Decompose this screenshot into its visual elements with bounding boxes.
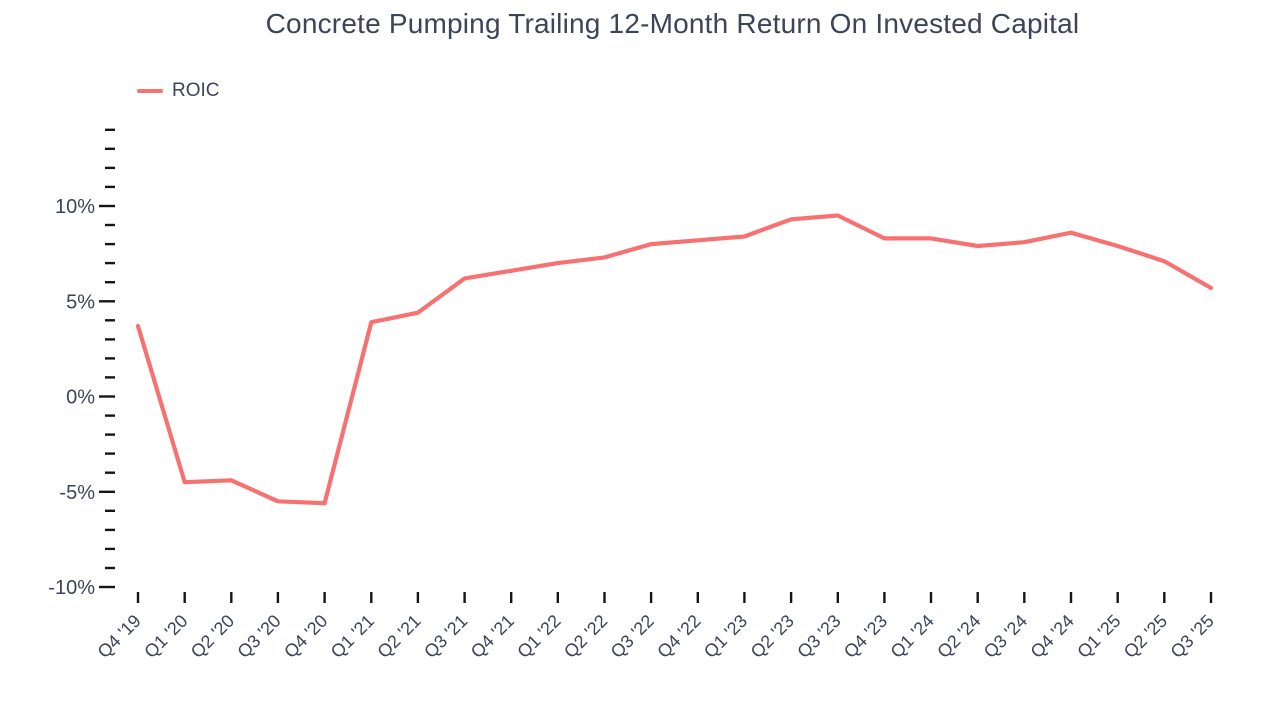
x-axis-tick-label: Q2 '22 [560,611,611,662]
x-axis-tick-label: Q4 '19 [94,611,145,662]
x-axis-tick-label: Q2 '24 [933,611,984,662]
y-axis-tick-label: 0% [66,387,95,409]
x-axis-tick-label: Q1 '23 [700,611,751,662]
x-axis-tick-label: Q1 '20 [140,611,191,662]
x-axis-tick-label: Q3 '20 [233,611,284,662]
x-axis-tick-label: Q4 '22 [653,611,704,662]
x-axis-tick-label: Q1 '24 [887,611,938,662]
x-axis-tick-label: Q1 '21 [327,611,378,662]
legend: ROIC [137,80,220,102]
x-axis-tick-label: Q1 '22 [513,611,564,662]
x-axis-tick-label: Q1 '25 [1073,611,1124,662]
x-axis-tick-label: Q3 '25 [1167,611,1218,662]
x-axis-tick-label: Q2 '23 [747,611,798,662]
x-axis-tick-label: Q3 '23 [793,611,844,662]
y-axis-tick-label: 5% [66,291,95,313]
y-axis-tick-label: 10% [55,196,95,218]
x-axis-tick-label: Q4 '23 [840,611,891,662]
y-axis-tick-label: -10% [48,577,95,599]
x-axis-tick-label: Q4 '24 [1027,611,1078,662]
x-axis-tick-label: Q2 '21 [373,611,424,662]
legend-line-swatch [137,88,163,94]
x-axis-tick-label: Q3 '24 [980,611,1031,662]
legend-label-roic: ROIC [172,80,220,101]
y-axis-tick-label: -5% [59,482,95,504]
x-axis-tick-label: Q2 '20 [187,611,238,662]
x-axis-tick-label: Q4 '20 [280,611,331,662]
chart-title: Concrete Pumping Trailing 12-Month Retur… [265,8,1080,39]
x-axis-tick-label: Q3 '21 [420,611,471,662]
x-axis-tick-label: Q2 '25 [1120,611,1171,662]
x-axis-tick-label: Q4 '21 [467,611,518,662]
x-axis-tick-label: Q3 '22 [607,611,658,662]
roic-series-line [135,213,1214,506]
